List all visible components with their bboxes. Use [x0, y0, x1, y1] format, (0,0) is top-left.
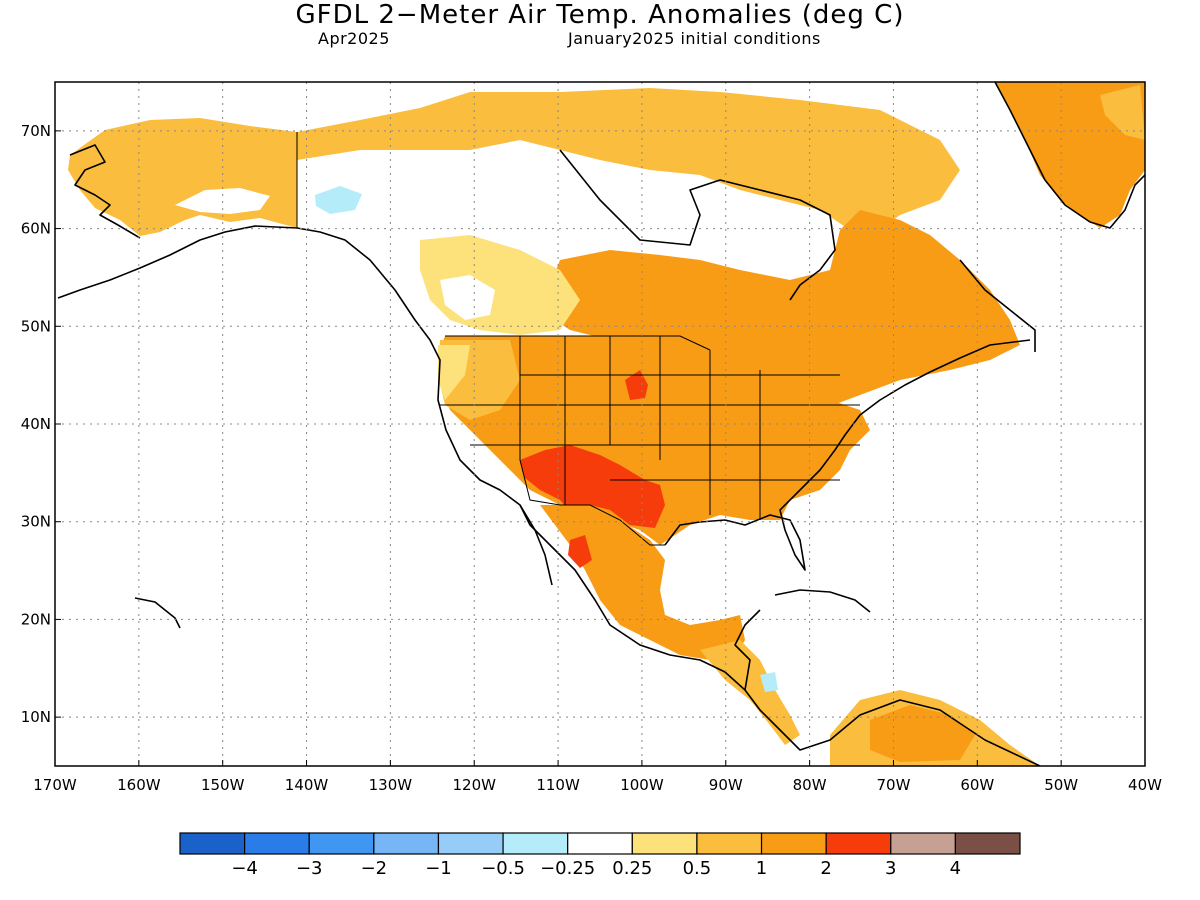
central-america-anomaly-region: [700, 640, 800, 745]
legend-color-box: [825, 832, 892, 855]
lat-tick-label: 10N: [21, 708, 51, 726]
lon-tick-label: 170W: [33, 776, 77, 794]
legend-color-box: [760, 832, 827, 855]
map-title: GFDL 2−Meter Air Temp. Anomalies (deg C): [295, 0, 905, 30]
initial-conditions-label: January2025 initial conditions: [568, 29, 821, 48]
lon-tick-label: 80W: [793, 776, 827, 794]
coastlines: [57, 82, 1145, 766]
legend-color-box: [373, 832, 440, 855]
legend-label: −2: [361, 858, 388, 879]
lat-tick-label: 50N: [21, 317, 51, 335]
honduras-cool-patch: [760, 672, 778, 692]
legend-label: 0.25: [612, 858, 652, 879]
lon-tick-label: 160W: [117, 776, 161, 794]
legend-color-box: [502, 832, 569, 855]
legend-label: 2: [820, 858, 831, 879]
state-borders: [296, 132, 860, 546]
graticule: [55, 82, 1145, 766]
greenland-light-patch: [1100, 85, 1145, 140]
legend-color-box: [308, 832, 375, 855]
lat-tick-label: 20N: [21, 610, 51, 628]
south-america-warm-patch: [870, 705, 975, 762]
legend-color-box: [437, 832, 504, 855]
legend-label: −3: [296, 858, 323, 879]
legend-color-box: [567, 832, 633, 855]
lon-tick-label: 100W: [620, 776, 664, 794]
lon-tick-label: 40W: [1128, 776, 1162, 794]
legend-labels: −4 −3 −2 −1 −0.5 −0.25 0.25 0.5 1 2 3 4: [231, 858, 961, 879]
lon-tick-label: 140W: [285, 776, 329, 794]
valid-month-label: Apr2025: [318, 29, 390, 48]
lat-tick-label: 70N: [21, 122, 51, 140]
legend-label: 4: [950, 858, 961, 879]
east-canada-anomaly-region: [540, 210, 1020, 410]
legend-color-box: [631, 832, 698, 855]
greenland-anomaly-region: [995, 82, 1145, 228]
legend-color-boxes: [179, 832, 1021, 855]
legend-label: −0.25: [540, 858, 595, 879]
lon-tick-label: 60W: [960, 776, 994, 794]
lon-tick-label: 110W: [536, 776, 580, 794]
lon-tick-label: 130W: [369, 776, 413, 794]
pacific-coast-light-region: [438, 345, 470, 400]
southwest-hot-region: [520, 445, 665, 528]
mexico-anomaly-region: [540, 505, 745, 665]
mexico-hot-patch: [568, 535, 592, 568]
legend-label: −0.5: [481, 858, 525, 879]
legend-label: 1: [756, 858, 767, 879]
legend-color-box: [954, 832, 1021, 855]
lon-tick-label: 150W: [201, 776, 245, 794]
legend-color-box: [244, 832, 310, 855]
legend-label: 3: [885, 858, 896, 879]
lon-tick-label: 70W: [877, 776, 911, 794]
legend-label: −4: [231, 858, 258, 879]
yukon-cool-patch: [315, 186, 362, 214]
arctic-canada-anomaly-region: [297, 88, 960, 230]
lat-tick-label: 60N: [21, 220, 51, 238]
lat-tick-label: 30N: [21, 513, 51, 531]
lon-tick-label: 120W: [452, 776, 496, 794]
anomaly-shading: [68, 82, 1145, 766]
western-canada-neutral-patch: [440, 275, 495, 320]
legend-label: 0.5: [683, 858, 712, 879]
legend-color-box: [890, 832, 956, 855]
legend-label: −1: [425, 858, 452, 879]
legend-color-box: [179, 832, 246, 855]
legend-color-box: [696, 832, 763, 855]
lat-tick-label: 40N: [21, 415, 51, 433]
lon-tick-label: 90W: [709, 776, 743, 794]
lon-tick-label: 50W: [1044, 776, 1078, 794]
axis-labels: 10N 20N 30N 40N 50N 60N 70N 170W 160W 150W 140W 130…: [21, 122, 1162, 794]
